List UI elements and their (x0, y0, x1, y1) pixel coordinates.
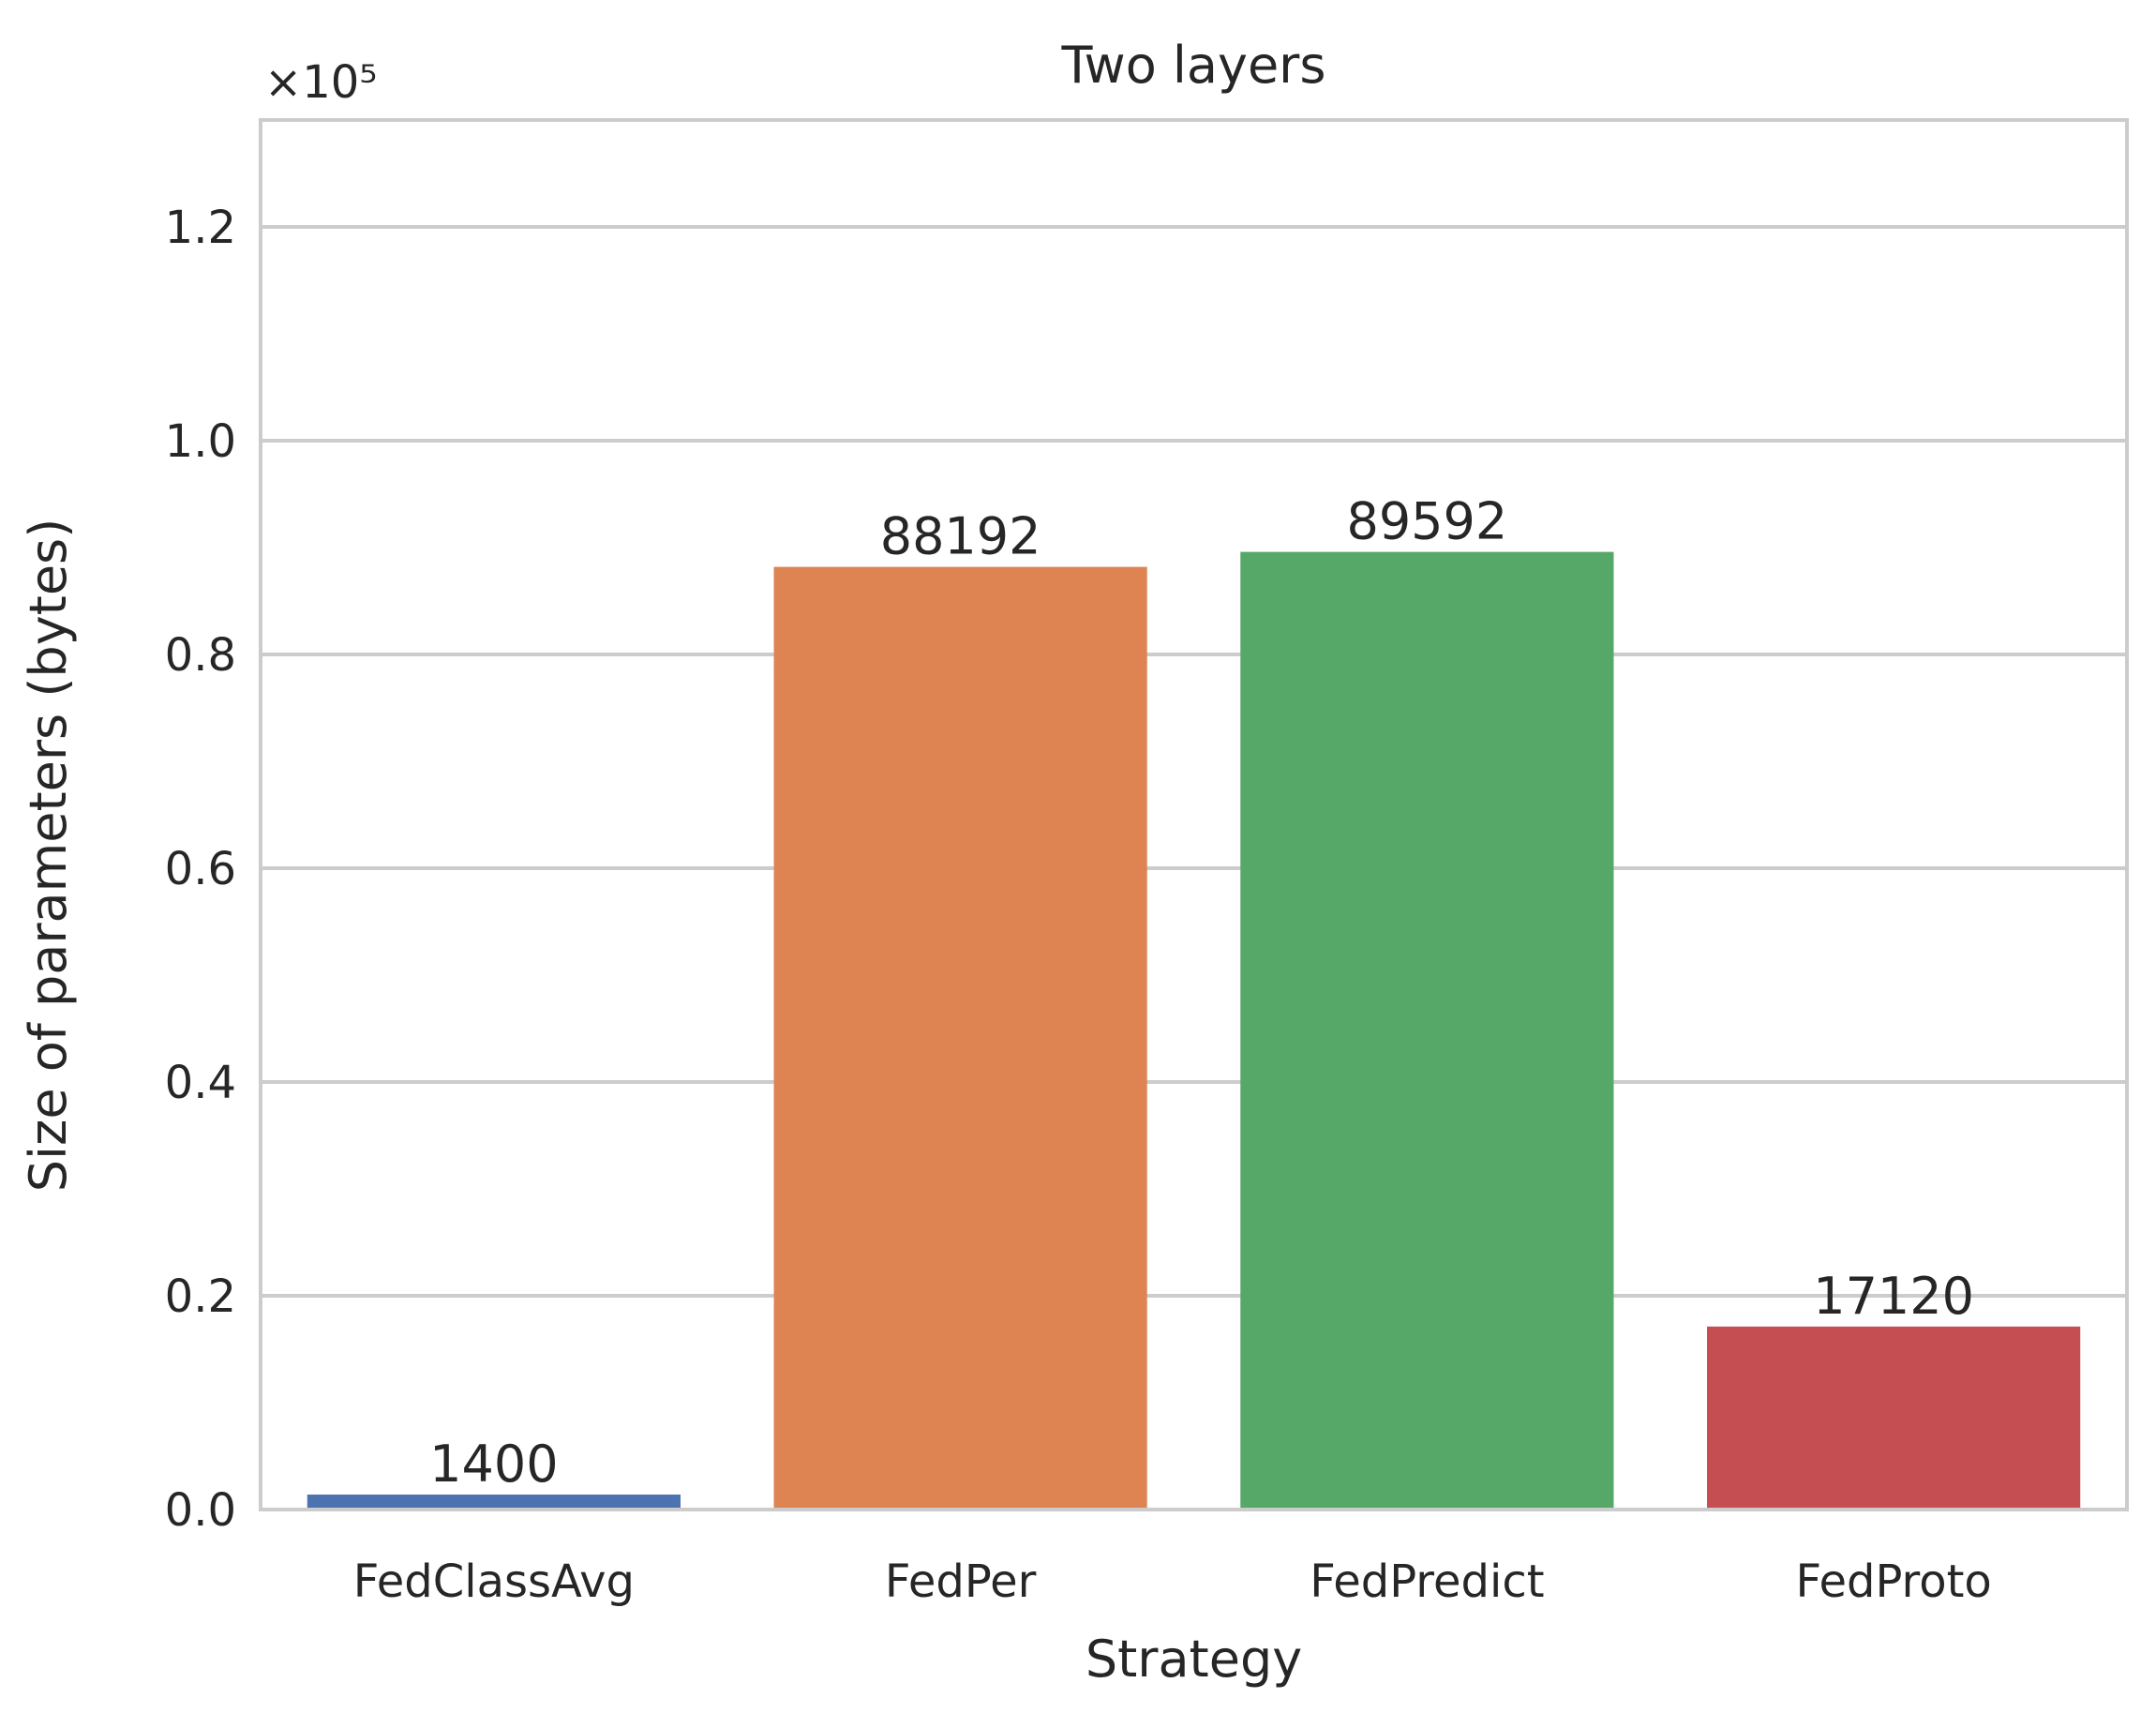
bar-fedpredict (1240, 551, 1614, 1510)
y-tick-label: 1.2 (165, 202, 236, 254)
bar-data-labels: 1400 88192 89592 17120 (429, 492, 1974, 1494)
y-tick-label: 0.8 (165, 629, 236, 682)
y-axis-label: Size of parameters (bytes) (19, 518, 78, 1193)
y-axis-ticks: 0.0 0.2 0.4 0.6 0.8 1.0 1.2 (165, 202, 236, 1537)
plot-frame (259, 118, 2129, 1511)
x-tick-label: FedProto (1795, 1555, 1991, 1608)
y-axis-offset-text: ×10⁵ (264, 56, 378, 109)
x-tick-label: FedClassAvg (353, 1555, 635, 1608)
bar-value-label: 88192 (880, 507, 1041, 566)
y-tick-label: 0.2 (165, 1270, 236, 1323)
x-tick-label: FedPredict (1310, 1555, 1544, 1608)
bar-fedclassavg (307, 1495, 681, 1510)
bar-value-label: 89592 (1346, 492, 1507, 551)
chart-title: Two layers (1060, 36, 1325, 95)
y-tick-label: 0.4 (165, 1057, 236, 1109)
bar-fedproto (1707, 1326, 2081, 1510)
bars (307, 551, 2081, 1510)
bar-value-label: 1400 (429, 1435, 558, 1494)
y-tick-label: 0.0 (165, 1484, 236, 1537)
x-tick-label: FedPer (885, 1555, 1037, 1608)
x-axis-label: Strategy (1085, 1630, 1302, 1689)
bar-value-label: 17120 (1813, 1267, 1974, 1326)
x-axis-ticks: FedClassAvg FedPer FedPredict FedProto (353, 1555, 1992, 1608)
bar-fedper (773, 566, 1147, 1510)
y-tick-label: 1.0 (165, 415, 236, 468)
y-tick-label: 0.6 (165, 843, 236, 895)
